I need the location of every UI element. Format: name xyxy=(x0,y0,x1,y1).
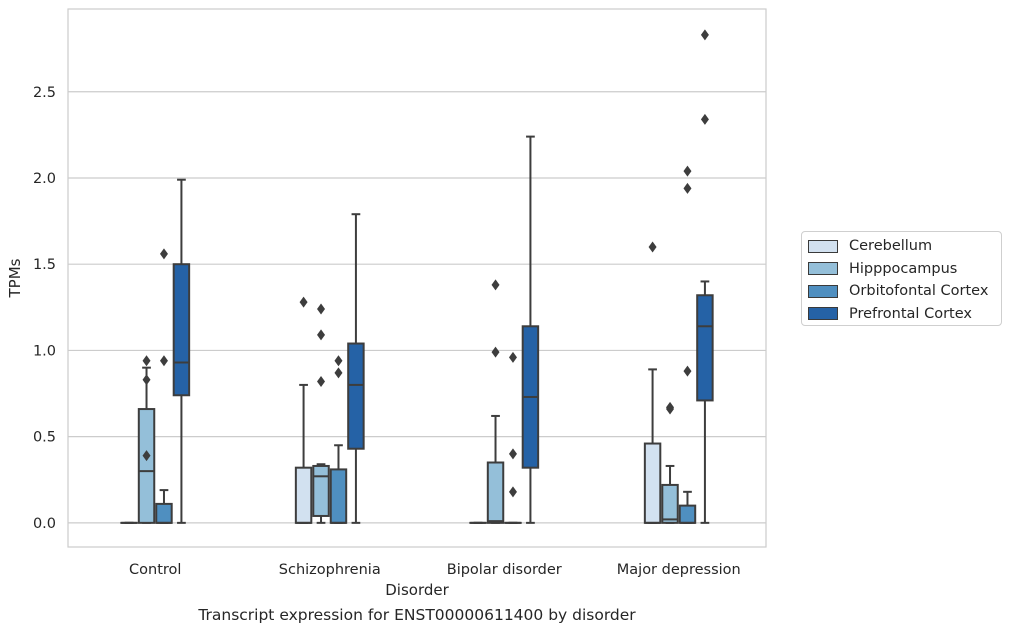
x-tick-label: Major depression xyxy=(617,562,741,578)
y-axis-label: TPMs xyxy=(6,258,24,298)
y-ticks: 0.0 0.5 1.0 1.5 2.0 2.5 xyxy=(33,85,56,532)
legend: Cerebellum Hipppocampus Orbitofontal Corte… xyxy=(801,231,1002,326)
legend-label: Hipppocampus xyxy=(849,260,958,277)
box-group xyxy=(696,29,714,524)
box-group xyxy=(312,303,330,524)
box-group xyxy=(155,248,173,524)
box xyxy=(137,408,156,524)
outlier-point xyxy=(159,355,168,367)
box-series xyxy=(120,29,714,524)
legend-swatch xyxy=(808,239,838,253)
grid-lines xyxy=(68,91,766,524)
legend-label: Cerebellum xyxy=(849,238,933,255)
box xyxy=(347,342,365,450)
x-tick-label: Bipolar disorder xyxy=(447,562,562,578)
x-axis-label: Disorder xyxy=(385,581,449,599)
legend-item: Hipppocampus xyxy=(802,258,1001,281)
y-tick-label: 0.0 xyxy=(33,516,56,532)
outlier-point xyxy=(508,486,517,498)
box-group xyxy=(486,279,505,524)
outlier-point xyxy=(666,401,675,413)
x-tick-label: Schizophrenia xyxy=(279,562,381,578)
series-hipppocampus xyxy=(137,279,679,524)
box-group xyxy=(347,213,365,524)
outlier-point xyxy=(317,375,326,387)
box xyxy=(329,468,348,524)
outlier-point xyxy=(334,355,343,367)
legend-swatch xyxy=(808,262,838,276)
legend-item: Orbitofontal Cortex xyxy=(802,280,1001,303)
box xyxy=(294,466,313,524)
box xyxy=(155,502,173,524)
outlier-point xyxy=(317,329,326,341)
figure-caption: Transcript expression for ENST0000061140… xyxy=(198,606,636,624)
outlier-point xyxy=(317,303,326,315)
outlier-point xyxy=(683,182,692,194)
outlier-point xyxy=(142,374,151,386)
plot-frame xyxy=(67,8,767,548)
box xyxy=(312,464,330,517)
series-orbitofontal-cortex xyxy=(155,165,697,524)
legend-label: Orbitofontal Cortex xyxy=(849,283,989,300)
series-prefrontal-cortex xyxy=(172,29,714,524)
outlier-point xyxy=(683,165,692,177)
box xyxy=(172,263,191,397)
legend-swatch xyxy=(808,284,838,298)
y-tick-label: 1.0 xyxy=(33,343,56,359)
box xyxy=(486,461,505,524)
box xyxy=(661,483,679,524)
box-group xyxy=(294,296,313,524)
legend-swatch xyxy=(808,307,838,321)
outlier-point xyxy=(334,367,343,379)
y-tick-label: 2.5 xyxy=(33,85,56,101)
outlier-point xyxy=(142,450,151,462)
outlier-point xyxy=(700,113,709,125)
outlier-point xyxy=(683,365,692,377)
outlier-point xyxy=(648,241,657,253)
box-group xyxy=(521,135,540,524)
y-tick-label: 1.5 xyxy=(33,257,56,273)
box-group xyxy=(137,355,156,524)
x-tick-label: Control xyxy=(129,562,181,578)
outlier-point xyxy=(142,355,151,367)
box xyxy=(696,294,714,402)
series-cerebellum xyxy=(120,241,662,524)
outlier-point xyxy=(508,351,517,363)
box-group xyxy=(172,178,191,524)
outlier-point xyxy=(508,448,517,460)
box-group xyxy=(329,355,348,524)
box xyxy=(643,442,662,524)
outlier-point xyxy=(491,279,500,291)
box-group xyxy=(678,165,697,524)
box-group xyxy=(643,241,662,524)
legend-item: Cerebellum xyxy=(802,235,1001,258)
outlier-point xyxy=(700,29,709,41)
box-group xyxy=(661,401,679,524)
x-ticks: Control Schizophrenia Bipolar disorder Majo… xyxy=(129,562,741,578)
y-tick-label: 2.0 xyxy=(33,171,56,187)
legend-label: Prefrontal Cortex xyxy=(849,305,972,322)
legend-item: Prefrontal Cortex xyxy=(802,303,1001,326)
outlier-point xyxy=(491,346,500,358)
outlier-point xyxy=(159,248,168,260)
box-group xyxy=(504,351,522,524)
y-tick-label: 0.5 xyxy=(33,430,56,446)
outlier-point xyxy=(299,296,308,308)
box xyxy=(678,504,697,524)
